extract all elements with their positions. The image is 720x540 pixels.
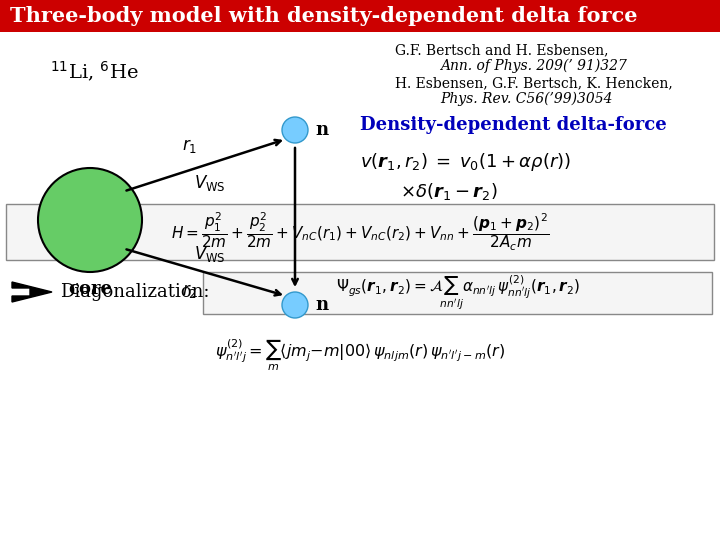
Text: $\Psi_{gs}(\boldsymbol{r}_1,\boldsymbol{r}_2) = \mathcal{A}\!\sum_{nn^\prime lj}: $\Psi_{gs}(\boldsymbol{r}_1,\boldsymbol{… xyxy=(336,274,580,312)
Text: n: n xyxy=(315,296,328,314)
Text: $V_{\rm WS}$: $V_{\rm WS}$ xyxy=(194,173,225,193)
Text: $\psi^{(2)}_{n^\prime l^\prime j} = \sum_m \langle jm_j{-}m|00\rangle\,\psi_{nlj: $\psi^{(2)}_{n^\prime l^\prime j} = \sum… xyxy=(215,337,505,373)
Text: G.F. Bertsch and H. Esbensen,: G.F. Bertsch and H. Esbensen, xyxy=(395,43,608,57)
Circle shape xyxy=(282,117,308,143)
Text: Ann. of Phys. 209(’ 91)327: Ann. of Phys. 209(’ 91)327 xyxy=(440,59,627,73)
FancyBboxPatch shape xyxy=(6,204,714,260)
FancyBboxPatch shape xyxy=(203,272,712,314)
Text: n: n xyxy=(315,121,328,139)
Text: $r_1$: $r_1$ xyxy=(182,137,197,156)
Text: Three-body model with density-dependent delta force: Three-body model with density-dependent … xyxy=(10,6,637,26)
FancyBboxPatch shape xyxy=(0,0,720,32)
Text: $V_{\rm WS}$: $V_{\rm WS}$ xyxy=(194,244,225,264)
Text: $H = \dfrac{p_1^2}{2m} + \dfrac{p_2^2}{2m} + V_{nC}(r_1) + V_{nC}(r_2) + V_{nn} : $H = \dfrac{p_1^2}{2m} + \dfrac{p_2^2}{2… xyxy=(171,211,549,253)
Text: $\times\delta(\boldsymbol{r}_1 - \boldsymbol{r}_2)$: $\times\delta(\boldsymbol{r}_1 - \boldsy… xyxy=(400,181,498,202)
Text: Density-dependent delta-force: Density-dependent delta-force xyxy=(360,116,667,134)
Text: H. Esbensen, G.F. Bertsch, K. Hencken,: H. Esbensen, G.F. Bertsch, K. Hencken, xyxy=(395,76,672,90)
Text: $r_2$: $r_2$ xyxy=(182,282,197,300)
Text: $^{11}$Li, $^{6}$He: $^{11}$Li, $^{6}$He xyxy=(50,60,139,84)
Polygon shape xyxy=(12,282,52,302)
Circle shape xyxy=(282,292,308,318)
Text: core: core xyxy=(68,280,112,298)
Circle shape xyxy=(38,168,142,272)
Text: Diagonalization:: Diagonalization: xyxy=(60,283,210,301)
Text: Phys. Rev. C56(’99)3054: Phys. Rev. C56(’99)3054 xyxy=(440,92,613,106)
Text: $v(\boldsymbol{r}_1, r_2) \;=\; v_0(1+\alpha\rho(r))$: $v(\boldsymbol{r}_1, r_2) \;=\; v_0(1+\a… xyxy=(360,151,571,173)
